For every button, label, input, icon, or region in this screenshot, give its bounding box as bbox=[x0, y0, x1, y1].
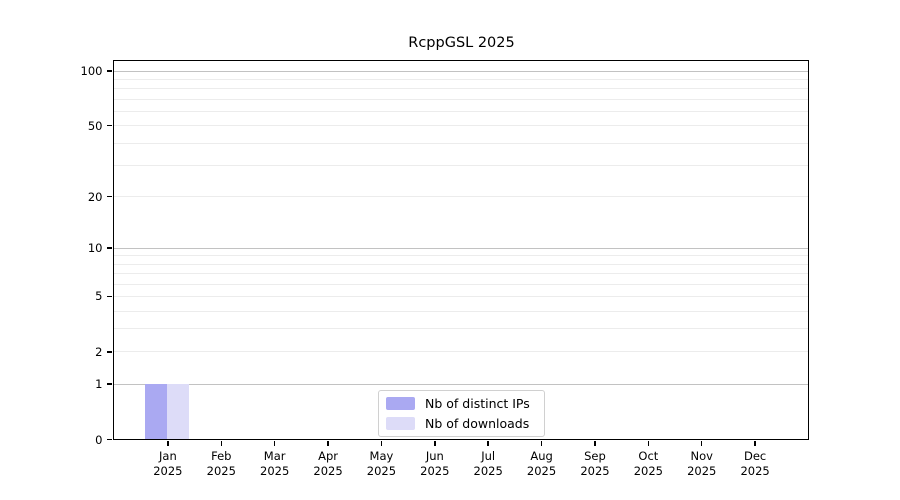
x-tick-mark bbox=[594, 441, 596, 446]
gridline-minor bbox=[114, 196, 808, 197]
x-tick-month: Dec bbox=[743, 448, 767, 463]
legend-swatch-distinct-ips bbox=[386, 397, 415, 410]
y-tick-mark bbox=[106, 247, 112, 249]
bar-downloads-jan bbox=[167, 383, 190, 439]
gridline-minor bbox=[114, 164, 808, 166]
y-tick-mark bbox=[106, 383, 112, 385]
gridline-minor bbox=[114, 88, 808, 90]
chart-title: RcppGSL 2025 bbox=[408, 35, 515, 51]
x-tick-label: Jul 2025 bbox=[456, 449, 520, 480]
x-tick-mark bbox=[647, 441, 650, 446]
legend-entry-distinct-ips: Nb of distinct IPs bbox=[386, 396, 544, 411]
y-tick-mark bbox=[106, 70, 112, 72]
x-tick-label: May 2025 bbox=[349, 449, 413, 480]
x-tick-year: 2025 bbox=[687, 464, 717, 478]
x-tick-mark bbox=[540, 441, 543, 446]
x-tick-mark bbox=[487, 441, 489, 446]
y-tick-label: 2 bbox=[95, 344, 103, 359]
y-tick-label: 100 bbox=[80, 64, 103, 79]
gridline-major bbox=[114, 383, 808, 385]
x-tick-month: Feb bbox=[211, 448, 232, 463]
plot-area bbox=[113, 60, 809, 440]
x-tick-label: Mar 2025 bbox=[243, 449, 307, 480]
gridline-minor bbox=[114, 142, 808, 144]
x-tick-year: 2025 bbox=[206, 464, 236, 478]
x-tick-year: 2025 bbox=[420, 464, 450, 478]
x-tick-year: 2025 bbox=[473, 464, 503, 478]
x-tick-label: Feb 2025 bbox=[189, 449, 253, 480]
gridline-minor bbox=[114, 125, 808, 127]
x-tick-month: Jan bbox=[159, 448, 177, 463]
x-tick-month: May bbox=[369, 448, 394, 463]
x-tick-mark bbox=[167, 441, 169, 446]
gridline-minor bbox=[114, 110, 808, 112]
x-tick-label: Jan 2025 bbox=[136, 449, 200, 480]
legend-label-distinct-ips: Nb of distinct IPs bbox=[425, 396, 530, 411]
x-tick-mark bbox=[700, 441, 703, 446]
x-tick-year: 2025 bbox=[740, 464, 770, 478]
x-tick-month: Nov bbox=[690, 448, 713, 463]
y-tick-label: 20 bbox=[87, 189, 103, 204]
y-tick-mark bbox=[106, 438, 112, 441]
gridline-minor bbox=[114, 98, 808, 100]
x-tick-month: Mar bbox=[263, 448, 286, 463]
gridline-minor bbox=[114, 351, 808, 353]
bar-distinct-ips-jan bbox=[145, 383, 168, 439]
x-tick-year: 2025 bbox=[633, 464, 663, 478]
gridline-minor bbox=[114, 78, 808, 80]
gridline-major bbox=[114, 70, 808, 72]
y-tick-label: 10 bbox=[87, 241, 103, 256]
y-tick-label: 0 bbox=[95, 432, 103, 447]
x-tick-label: Aug 2025 bbox=[510, 449, 574, 480]
gridline-major bbox=[114, 247, 808, 249]
x-tick-label: Apr 2025 bbox=[296, 449, 360, 480]
x-tick-month: Aug bbox=[530, 448, 553, 463]
gridline-minor bbox=[114, 310, 808, 312]
gridline-minor bbox=[114, 263, 808, 265]
y-tick-label: 50 bbox=[87, 118, 103, 133]
x-tick-year: 2025 bbox=[366, 464, 397, 478]
gridline-minor bbox=[114, 328, 808, 330]
x-tick-label: Jun 2025 bbox=[403, 449, 467, 480]
y-tick-label: 5 bbox=[95, 289, 103, 304]
x-tick-year: 2025 bbox=[580, 464, 610, 478]
legend-swatch-downloads bbox=[386, 417, 415, 430]
gridline-minor bbox=[114, 255, 808, 257]
y-tick-label: 1 bbox=[95, 377, 103, 392]
x-tick-label: Sep 2025 bbox=[563, 449, 627, 480]
x-tick-mark bbox=[327, 441, 329, 446]
legend-label-downloads: Nb of downloads bbox=[425, 416, 530, 431]
gridline-minor bbox=[114, 273, 808, 275]
x-tick-year: 2025 bbox=[313, 464, 343, 478]
legend: Nb of distinct IPs Nb of downloads bbox=[378, 390, 545, 437]
x-tick-mark bbox=[220, 441, 223, 446]
y-tick-mark bbox=[106, 351, 112, 353]
x-tick-month: Jun bbox=[425, 448, 444, 463]
x-tick-mark bbox=[380, 441, 383, 446]
x-tick-year: 2025 bbox=[526, 464, 557, 478]
x-tick-year: 2025 bbox=[153, 464, 183, 478]
x-tick-mark bbox=[273, 441, 276, 446]
x-tick-month: Sep bbox=[584, 448, 606, 463]
x-tick-month: Apr bbox=[318, 448, 338, 463]
y-tick-mark bbox=[106, 124, 112, 127]
legend-entry-downloads: Nb of downloads bbox=[386, 416, 544, 431]
x-tick-label: Oct 2025 bbox=[616, 449, 680, 480]
gridline-minor bbox=[114, 295, 808, 297]
y-tick-mark bbox=[106, 195, 112, 198]
y-tick-mark bbox=[106, 295, 112, 298]
x-tick-mark bbox=[434, 441, 436, 446]
x-tick-year: 2025 bbox=[260, 464, 290, 478]
gridline-minor bbox=[114, 283, 808, 285]
x-tick-month: Oct bbox=[638, 448, 659, 463]
x-tick-month: Jul bbox=[481, 448, 496, 463]
x-tick-label: Dec 2025 bbox=[723, 449, 787, 480]
x-tick-mark bbox=[754, 441, 756, 446]
x-tick-label: Nov 2025 bbox=[670, 449, 734, 480]
